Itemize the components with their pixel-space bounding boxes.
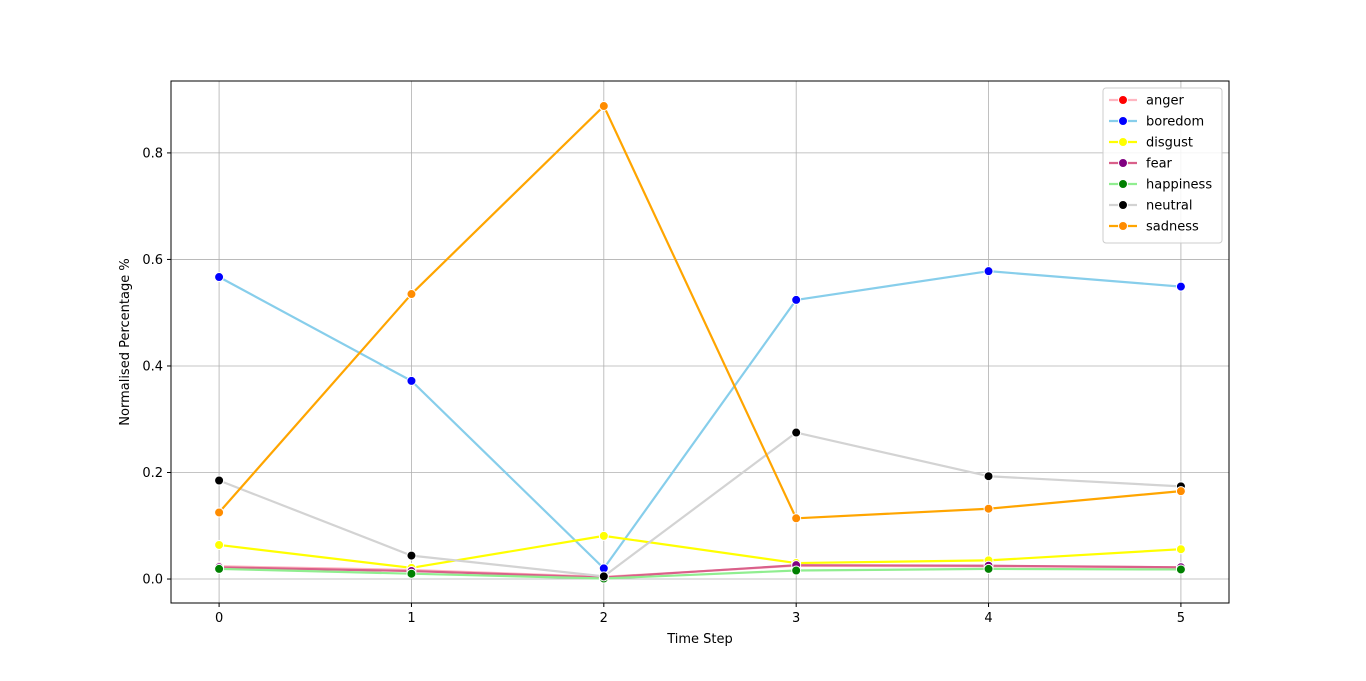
legend-swatch-marker xyxy=(1118,221,1128,231)
series-line-happiness xyxy=(219,567,1181,580)
series-line-fear xyxy=(219,564,1181,579)
data-point-disgust xyxy=(1175,544,1186,555)
series-line-neutral xyxy=(218,431,1181,578)
series-line-disgust xyxy=(218,534,1181,569)
series-line-boredom xyxy=(218,270,1181,570)
data-point-sadness xyxy=(791,513,802,524)
x-axis-label: Time Step xyxy=(666,632,733,647)
legend-item-anger: anger xyxy=(1109,94,1184,109)
data-point-happiness xyxy=(1175,564,1186,575)
data-point-boredom xyxy=(983,266,994,277)
data-point-disgust xyxy=(598,530,609,541)
legend-swatch-marker xyxy=(1118,179,1128,189)
legend-swatch-marker xyxy=(1118,158,1128,168)
y-tick-label: 0.4 xyxy=(142,359,163,374)
x-tick-label: 4 xyxy=(984,611,992,626)
legend-label: anger xyxy=(1146,94,1184,109)
legend-swatch-marker xyxy=(1118,116,1128,126)
legend-label: fear xyxy=(1146,157,1173,172)
legend-item-happiness: happiness xyxy=(1109,178,1212,193)
y-axis-label: Normalised Percentage % xyxy=(118,258,133,425)
data-point-sadness xyxy=(598,101,609,112)
data-point-boredom xyxy=(214,272,225,283)
legend-label: boredom xyxy=(1146,115,1204,130)
legend-swatch-marker xyxy=(1118,200,1128,210)
series-layer xyxy=(214,101,1186,584)
y-tick-label: 0.8 xyxy=(142,146,163,161)
plot-frame xyxy=(170,80,1230,604)
data-point-happiness xyxy=(406,568,417,579)
legend: anger boredom disgust fear happiness neutral s… xyxy=(1102,87,1223,244)
legend-swatch-marker xyxy=(1118,95,1128,105)
legend-swatch-marker xyxy=(1118,137,1128,147)
legend-item-sadness: sadness xyxy=(1109,220,1199,235)
x-tick-label: 5 xyxy=(1177,611,1185,626)
data-point-neutral xyxy=(791,427,802,438)
legend-item-boredom: boredom xyxy=(1109,115,1204,130)
x-tick-label: 3 xyxy=(792,611,800,626)
y-tick-label: 0.6 xyxy=(142,253,163,268)
legend-item-fear: fear xyxy=(1109,157,1173,172)
x-tick-label: 1 xyxy=(407,611,415,626)
data-point-disgust xyxy=(214,539,225,550)
legend-item-disgust: disgust xyxy=(1109,136,1193,151)
y-tick-label: 0.0 xyxy=(142,573,163,588)
data-point-neutral xyxy=(406,550,417,561)
data-point-neutral xyxy=(983,471,994,482)
series-sadness xyxy=(214,101,1186,524)
data-point-happiness xyxy=(983,563,994,574)
data-point-boredom xyxy=(791,294,802,305)
legend-label: neutral xyxy=(1146,199,1193,214)
legend-label: disgust xyxy=(1146,136,1193,151)
data-point-sadness xyxy=(983,503,994,514)
y-tick-label: 0.2 xyxy=(142,466,163,481)
data-point-sadness xyxy=(1175,486,1186,497)
data-point-boredom xyxy=(406,375,417,386)
legend-label: happiness xyxy=(1146,178,1212,193)
axis-ticks: 0 1 2 3 4 5 0.0 0.2 0.4 0.6 0.8 xyxy=(142,146,1185,626)
data-point-neutral xyxy=(214,475,225,486)
data-point-happiness xyxy=(214,563,225,574)
data-point-neutral xyxy=(598,571,609,582)
data-point-boredom xyxy=(1175,281,1186,292)
data-point-sadness xyxy=(214,507,225,518)
data-point-sadness xyxy=(406,289,417,300)
series-boredom xyxy=(214,266,1186,574)
x-tick-label: 2 xyxy=(600,611,608,626)
legend-item-neutral: neutral xyxy=(1109,199,1193,214)
x-tick-label: 0 xyxy=(215,611,223,626)
series-line-sadness xyxy=(218,104,1182,520)
data-point-happiness xyxy=(791,565,802,576)
legend-label: sadness xyxy=(1146,220,1199,235)
